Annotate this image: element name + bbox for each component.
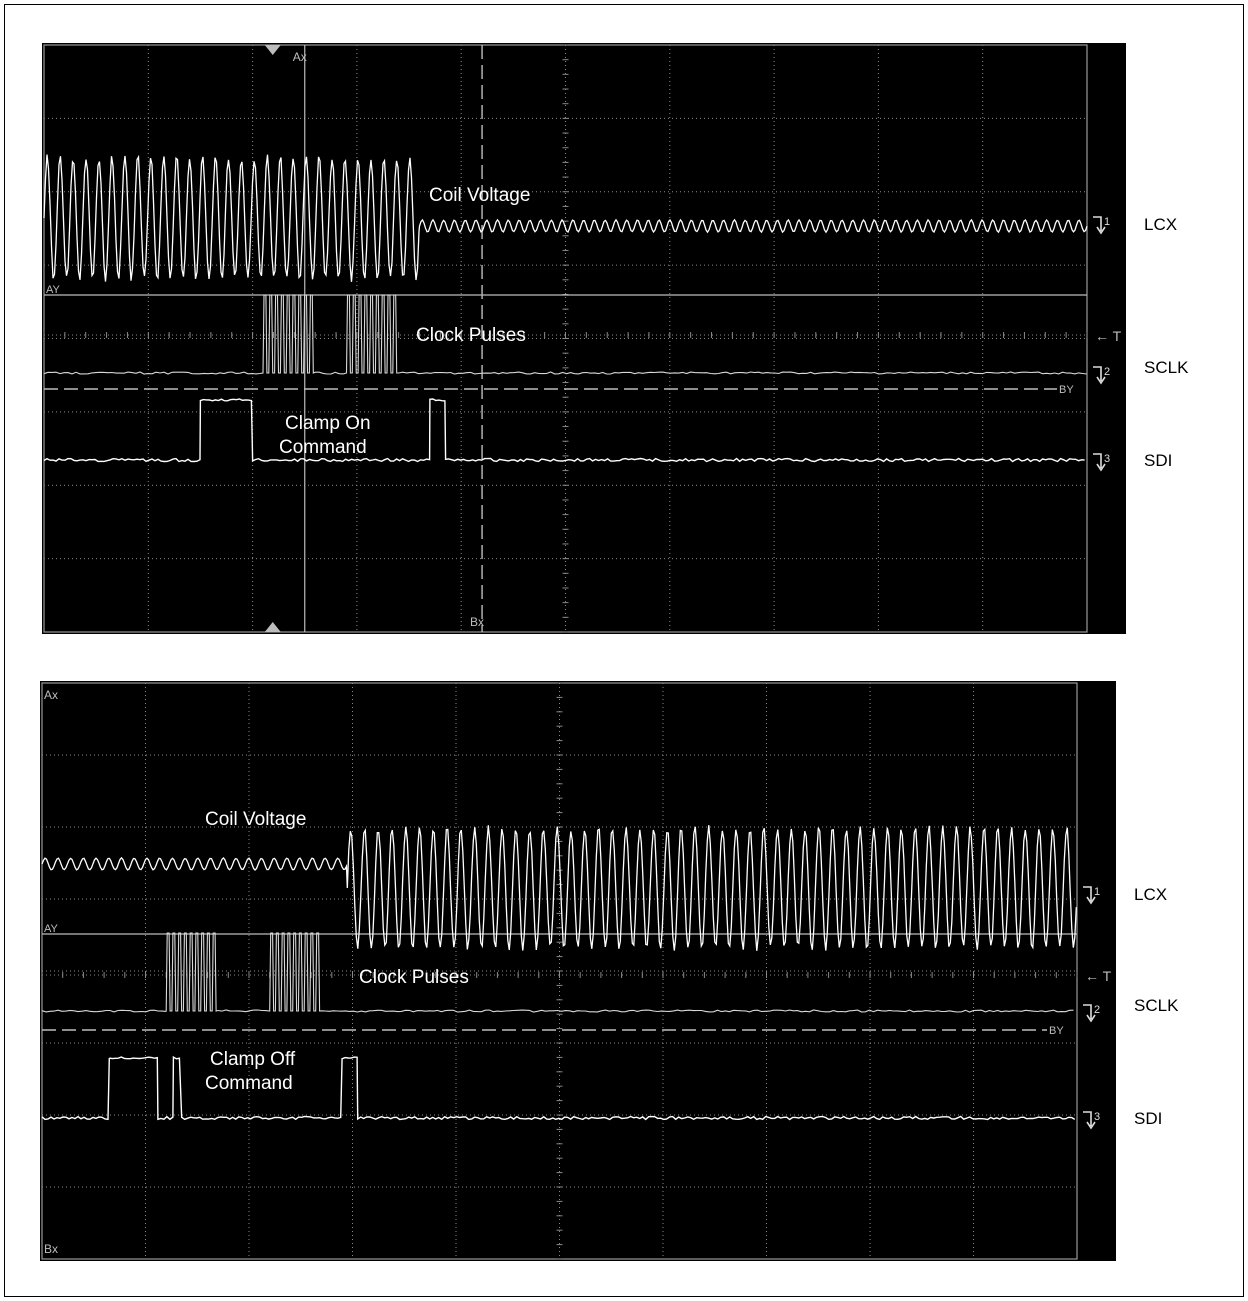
trigger-position-marker <box>264 45 281 55</box>
lcx-trace <box>43 154 1088 282</box>
channel-3-marker <box>1083 1111 1096 1130</box>
trigger-marker: ← T <box>1095 328 1122 344</box>
by-cursor-label: BY <box>1049 1025 1064 1037</box>
figure-frame: AY BY ← T Ax Bx 1 2 3 Coil Voltage Clock Pulses Cl… <box>4 4 1244 1297</box>
channel-2-marker <box>1083 1004 1096 1023</box>
annotation-coil-voltage: Coil Voltage <box>429 185 530 206</box>
channel-3-marker-label: 3 <box>1094 1111 1100 1123</box>
channel-2-marker <box>1093 366 1106 385</box>
trigger-marker: ← T <box>1085 968 1112 984</box>
sdi-trace <box>41 1055 1076 1121</box>
bx-cursor-label: Bx <box>470 615 484 629</box>
channel-1-marker-label: 1 <box>1104 216 1110 228</box>
channel-2-marker-label: 2 <box>1094 1004 1100 1016</box>
channel-3-marker <box>1093 453 1106 472</box>
channel-2-marker-label: 2 <box>1104 366 1110 378</box>
by-cursor-label: BY <box>1059 384 1074 396</box>
ay-cursor-label: AY <box>44 923 59 935</box>
annotation-clock-pulses: Clock Pulses <box>359 967 469 988</box>
bx-cursor-label: Bx <box>44 1242 58 1256</box>
channel-label-lcx: LCX <box>1144 215 1177 234</box>
channel-1-marker <box>1083 886 1096 905</box>
sclk-trace <box>41 932 1074 1013</box>
trigger-position-marker <box>264 622 281 632</box>
channel-label-sdi: SDI <box>1134 1109 1162 1128</box>
ax-cursor-label: Ax <box>44 688 58 702</box>
annotation-command: Command <box>205 1073 293 1094</box>
annotation-clamp-on: Clamp On <box>285 413 371 434</box>
annotation-clamp-off: Clamp Off <box>210 1049 296 1070</box>
sclk-trace <box>43 294 1087 375</box>
ax-cursor-label: Ax <box>293 50 307 64</box>
channel-3-marker-label: 3 <box>1104 453 1110 465</box>
channel-1-marker <box>1093 216 1106 235</box>
channel-label-sdi: SDI <box>1144 451 1172 470</box>
annotation-command: Command <box>279 437 367 458</box>
channel-label-sclk: SCLK <box>1134 996 1179 1015</box>
ay-cursor-label: AY <box>46 284 61 296</box>
oscilloscope-top: AY BY ← T Ax Bx 1 2 3 Coil Voltage Clock Pulses Cl… <box>42 43 1189 634</box>
sdi-trace <box>43 398 1085 463</box>
annotation-coil-voltage: Coil Voltage <box>205 809 306 830</box>
channel-label-lcx: LCX <box>1134 885 1167 904</box>
annotation-clock-pulses: Clock Pulses <box>416 325 526 346</box>
channel-label-sclk: SCLK <box>1144 358 1189 377</box>
channel-1-marker-label: 1 <box>1094 886 1100 898</box>
lcx-trace <box>41 825 1077 951</box>
oscilloscope-bottom: AY BY ← T Ax Bx 1 2 3 Coil Voltage Clock Pulses Cl… <box>40 681 1179 1261</box>
